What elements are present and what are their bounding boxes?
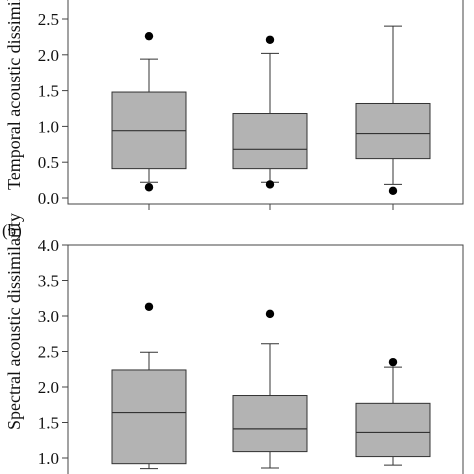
y-tick-label: 1.5 <box>38 82 59 101</box>
box-3 <box>355 25 431 196</box>
y-tick-label: 2.5 <box>38 10 59 29</box>
iqr-box <box>232 113 308 170</box>
y-tick-label: 2.0 <box>38 46 59 65</box>
y-tick-label: 4.0 <box>38 236 59 255</box>
y-tick-label: 2.0 <box>38 378 59 397</box>
box-2 <box>232 35 308 189</box>
y-tick-label: 1.0 <box>38 449 59 468</box>
box-2 <box>232 309 308 469</box>
y-tick-label: 3.0 <box>38 307 59 326</box>
y-tick-label: 1.5 <box>38 414 59 433</box>
panel-temporal: 0.0 0.5 1.0 1.5 2.0 2.5 Temporal acoustic dis… <box>4 0 464 210</box>
x-axis-ticks <box>148 204 394 210</box>
panel-frame <box>67 244 464 474</box>
outlier-point <box>144 183 154 192</box>
iqr-box <box>355 102 431 160</box>
outlier-point <box>144 302 154 311</box>
outlier-point <box>388 357 398 367</box>
y-tick-label: 2.5 <box>38 343 59 362</box>
outlier-point <box>265 180 275 189</box>
box-1 <box>111 31 187 192</box>
y-tick-label: 1.0 <box>38 117 59 136</box>
outlier-point <box>144 31 154 41</box>
panel-frame <box>67 0 464 205</box>
box-3 <box>355 357 431 466</box>
iqr-box <box>232 395 308 453</box>
y-tick-label: 0.5 <box>38 153 59 172</box>
y-tick-label: 3.5 <box>38 272 59 291</box>
y-axis-title: Temporal acoustic dissimilarity <box>4 0 24 190</box>
y-axis-ticks: 0.0 0.5 1.0 1.5 2.0 2.5 <box>38 10 68 208</box>
box-group <box>111 25 431 196</box>
iqr-box <box>355 402 431 458</box>
y-tick-label: 0.0 <box>38 189 59 208</box>
outlier-point <box>265 35 275 44</box>
outlier-point <box>388 186 398 196</box>
iqr-box <box>111 369 187 465</box>
outlier-point <box>265 309 275 319</box>
panel-label: (b) <box>2 221 22 240</box>
y-axis-ticks: 1.0 1.5 2.0 2.5 3.0 3.5 4.0 <box>38 236 68 468</box>
panel-spectral: (b) 1.0 1.5 2.0 2.5 3.0 3.5 4.0 Spectral acous… <box>2 213 464 474</box>
box-1 <box>111 302 187 470</box>
y-axis-title: Spectral acoustic dissimilarity <box>4 213 24 430</box>
box-group <box>111 302 431 470</box>
